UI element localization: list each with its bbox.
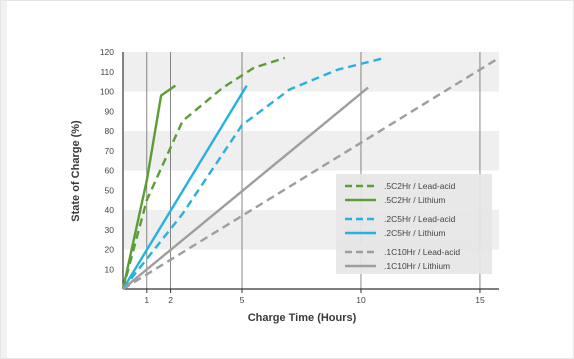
y-tick-label: 120	[100, 47, 114, 57]
y-tick-label: 80	[105, 126, 115, 136]
y-tick-label: 40	[105, 205, 115, 215]
x-tick-label: 5	[240, 295, 245, 305]
y-tick-label: 20	[105, 245, 115, 255]
series-line	[121, 56, 286, 290]
series-line	[122, 56, 500, 291]
legend-label: .1C10Hr / Lithium	[384, 261, 450, 271]
y-tick-label: 100	[100, 87, 114, 97]
legend-label: .1C10Hr / Lead-acid	[384, 247, 460, 257]
legend-label: .2C5Hr / Lead-acid	[384, 214, 456, 224]
page-left-edge	[0, 0, 7, 359]
legend-label: .5C2Hr / Lithium	[384, 195, 445, 205]
y-tick-label: 10	[105, 264, 115, 274]
series-line	[122, 56, 386, 290]
y-tick-label: 90	[105, 106, 115, 116]
shaded-band	[123, 131, 499, 171]
x-tick-label: 15	[475, 295, 485, 305]
series-line	[121, 84, 177, 290]
axes: 10 20 30 40 50 60 70 80 90 100 110 120 1 2 5 10 15	[100, 47, 499, 305]
x-tick-label: 10	[356, 295, 366, 305]
legend-label: .5C2Hr / Lead-acid	[384, 181, 456, 191]
legend: .5C2Hr / Lead-acid .5C2Hr / Lithium .2C5Hr…	[336, 174, 492, 274]
series-lines	[121, 56, 500, 291]
series-line	[121, 84, 248, 290]
x-tick-label: 1	[144, 295, 149, 305]
legend-label: .2C5Hr / Lithium	[384, 228, 445, 238]
y-tick-label: 60	[105, 166, 115, 176]
y-axis-title: State of Charge (%)	[70, 120, 82, 222]
legend-box	[336, 174, 492, 214]
y-tick-label: 110	[100, 67, 114, 77]
x-axis-title: Charge Time (Hours)	[248, 312, 357, 324]
y-tick-label: 70	[105, 146, 115, 156]
x-tick-label: 2	[168, 295, 173, 305]
legend-box	[336, 246, 492, 274]
axis-labels: Charge Time (Hours) State of Charge (%)	[70, 120, 357, 324]
y-tick-label: 30	[105, 225, 115, 235]
shaded-band	[123, 52, 499, 92]
series-line	[122, 86, 369, 290]
y-tick-label: 50	[105, 185, 115, 195]
